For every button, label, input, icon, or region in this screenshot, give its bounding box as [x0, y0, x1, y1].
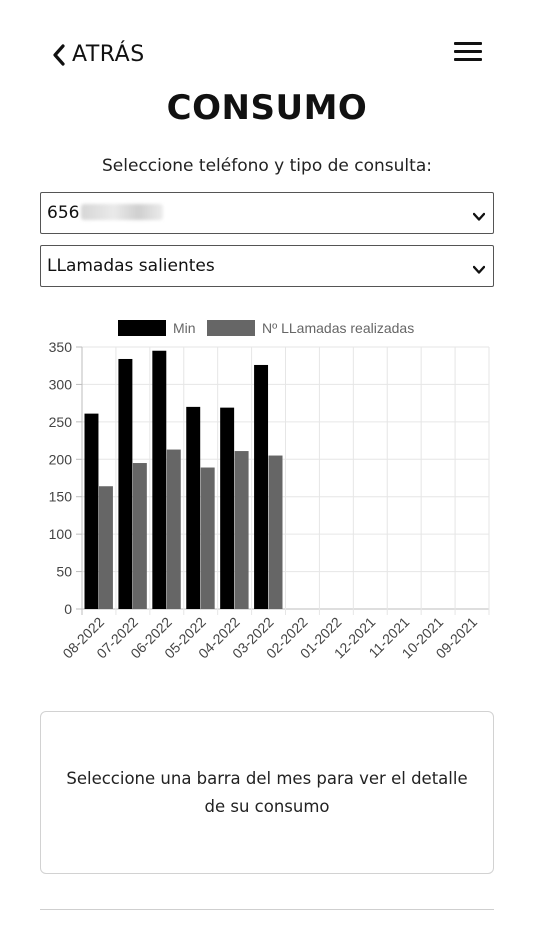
- y-tick-label: 250: [49, 414, 73, 430]
- page-subtitle: Seleccione teléfono y tipo de consulta:: [102, 156, 432, 176]
- y-tick-label: 0: [64, 601, 72, 617]
- bar-03-2022-series-2[interactable]: [268, 455, 283, 609]
- bar-04-2022-series-1[interactable]: [220, 407, 235, 609]
- query-type-value: LLamadas salientes: [47, 256, 215, 276]
- chevron-down-icon: [472, 260, 486, 279]
- y-tick-label: 350: [49, 339, 73, 355]
- back-label: ATRÁS: [72, 42, 145, 67]
- y-tick-label: 150: [49, 489, 73, 505]
- detail-info-text: Seleccione una barra del mes para ver el…: [66, 768, 468, 816]
- blurred-phone-digits: [81, 204, 164, 220]
- phone-select-value: 656: [47, 203, 164, 223]
- bar-04-2022-series-2[interactable]: [234, 451, 249, 609]
- y-tick-label: 50: [56, 564, 72, 580]
- back-button[interactable]: ATRÁS: [52, 42, 145, 67]
- detail-info-box: Seleccione una barra del mes para ver el…: [40, 711, 494, 874]
- bar-chart-svg: 05010015020025030035008-202207-202206-20…: [49, 320, 490, 661]
- y-tick-label: 200: [49, 451, 73, 467]
- chevron-left-icon: [52, 43, 66, 66]
- bar-05-2022-series-2[interactable]: [200, 467, 215, 609]
- bar-03-2022-series-1[interactable]: [254, 364, 269, 609]
- consumption-chart: 0 50 100 150 200 250 300 350 08-2022 07-2022 06-20…: [40, 312, 500, 672]
- legend-swatch-2: [207, 320, 255, 336]
- top-bar: ATRÁS: [0, 0, 534, 90]
- legend-swatch-1: [118, 320, 166, 336]
- y-tick-label: 100: [49, 526, 73, 542]
- y-tick-label: 300: [49, 376, 73, 392]
- page-title: CONSUMO: [166, 88, 368, 128]
- chevron-down-icon: [472, 207, 486, 226]
- bar-08-2022-series-1[interactable]: [84, 413, 99, 609]
- bar-05-2022-series-1[interactable]: [186, 406, 201, 609]
- bar-07-2022-series-2[interactable]: [132, 463, 147, 609]
- legend-label-1: Min: [173, 320, 196, 336]
- bar-07-2022-series-1[interactable]: [118, 358, 133, 609]
- legend-label-2: Nº LLamadas realizadas: [262, 320, 414, 336]
- query-type-select[interactable]: LLamadas salientes: [40, 245, 494, 287]
- bar-06-2022-series-2[interactable]: [166, 449, 181, 609]
- bar-06-2022-series-1[interactable]: [152, 350, 167, 609]
- divider: [40, 909, 494, 910]
- phone-select[interactable]: 656: [40, 192, 494, 234]
- hamburger-menu-icon[interactable]: [454, 42, 482, 62]
- bar-08-2022-series-2[interactable]: [98, 486, 113, 609]
